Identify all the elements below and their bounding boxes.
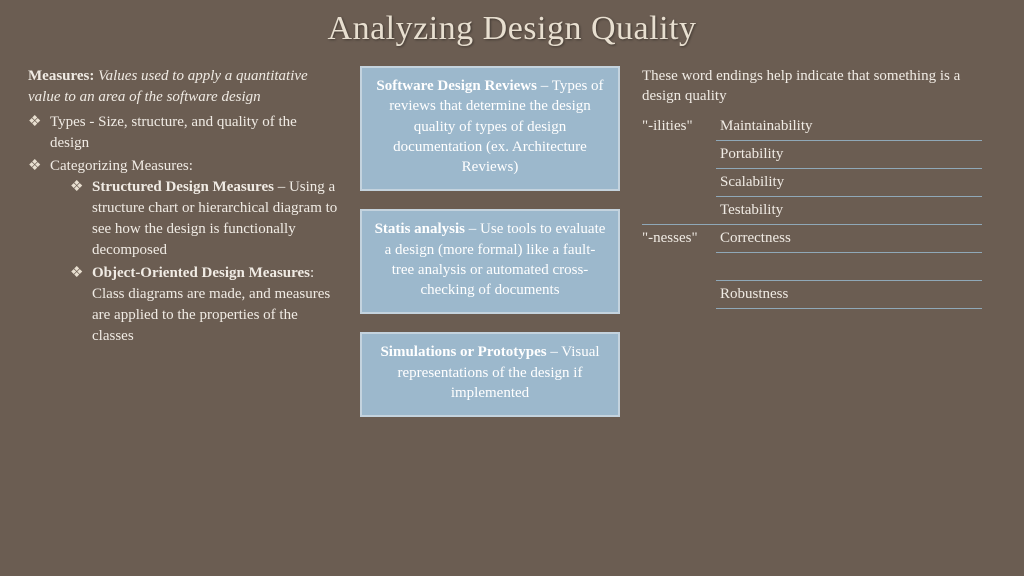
content-container: Measures: Values used to apply a quantit… <box>0 48 1024 417</box>
cell-testability: Testability <box>716 196 982 224</box>
card-reviews-title: Software Design Reviews <box>376 78 537 94</box>
bullet-categorizing: Categorizing Measures: Structured Design… <box>28 156 338 347</box>
cat-nesses: "-nesses" <box>642 224 716 308</box>
cell-empty <box>716 252 982 280</box>
endings-table: "-ilities" Maintainability Portability S… <box>642 113 982 336</box>
card-sim: Simulations or Prototypes – Visual repre… <box>360 332 620 417</box>
cell-scalability: Scalability <box>716 168 982 196</box>
table-row: "-nesses" Correctness <box>642 224 982 252</box>
card-static: Statis analysis – Use tools to evaluate … <box>360 209 620 314</box>
right-column: These word endings help indicate that so… <box>642 66 982 417</box>
table-row: "-ilities" Maintainability <box>642 113 982 141</box>
categorizing-label: Categorizing Measures: <box>50 158 193 174</box>
table-row <box>642 308 982 336</box>
cell-robustness: Robustness <box>716 280 982 308</box>
cell-correctness: Correctness <box>716 224 982 252</box>
cell-portability: Portability <box>716 140 982 168</box>
cell-maintainability: Maintainability <box>716 113 982 141</box>
nested-list: Structured Design Measures – Using a str… <box>50 177 338 347</box>
card-reviews: Software Design Reviews – Types of revie… <box>360 66 620 191</box>
card-static-title: Statis analysis <box>375 221 465 237</box>
cell-trailing <box>716 308 982 336</box>
bullet-oo: Object-Oriented Design Measures: Class d… <box>70 263 338 347</box>
measures-label: Measures: <box>28 68 94 84</box>
bullet-structured: Structured Design Measures – Using a str… <box>70 177 338 261</box>
bullet-types: Types - Size, structure, and quality of … <box>28 112 338 154</box>
card-sim-title: Simulations or Prototypes <box>380 344 546 360</box>
oo-title: Object-Oriented Design Measures <box>92 265 310 281</box>
cat-ilities: "-ilities" <box>642 113 716 225</box>
page-title: Analyzing Design Quality <box>0 0 1024 48</box>
measures-list: Types - Size, structure, and quality of … <box>28 112 338 347</box>
left-column: Measures: Values used to apply a quantit… <box>28 66 338 417</box>
middle-column: Software Design Reviews – Types of revie… <box>360 66 620 417</box>
structured-title: Structured Design Measures <box>92 179 274 195</box>
measures-definition: Measures: Values used to apply a quantit… <box>28 66 338 108</box>
right-intro: These word endings help indicate that so… <box>642 66 982 107</box>
